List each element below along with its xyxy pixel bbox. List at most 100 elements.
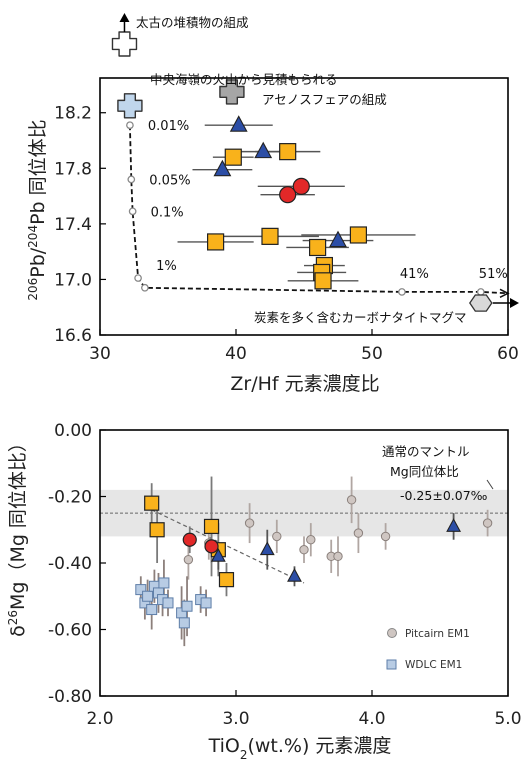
orange-squares-point	[309, 238, 327, 257]
mixing-percent-label: 0.1%	[151, 205, 184, 220]
orange-squares-point	[314, 272, 332, 290]
mixing-point	[476, 288, 485, 296]
mantle-value-label: -0.25±0.07‰	[400, 488, 488, 503]
top-y-tick-label: 17.0	[54, 270, 92, 290]
orange-square-point	[144, 495, 160, 511]
orange-square-point	[149, 522, 165, 538]
pitcairn-point	[183, 554, 194, 565]
archaic-arrow-head	[119, 13, 130, 22]
orange-squares-point	[261, 227, 279, 245]
mantle-pointer	[486, 479, 494, 490]
blue-triangle-point	[446, 518, 462, 532]
pitcairn-point	[299, 545, 309, 555]
blue-triangles-point	[229, 115, 248, 132]
blue-triangle-point	[259, 541, 275, 556]
bottom-plot-frame	[99, 429, 509, 697]
wdlc-point	[142, 590, 154, 602]
bottom-x-tick-label: 4.0	[358, 709, 385, 729]
mantle-label-line1: 通常のマントル	[382, 444, 470, 459]
bottom-x-tick-label: 3.0	[222, 709, 249, 729]
top-y-tick-label: 16.6	[54, 326, 92, 346]
top-error-bars	[177, 124, 416, 282]
wdlc-point	[158, 577, 170, 589]
mixing-point	[398, 288, 406, 296]
mixing-point	[127, 175, 136, 184]
top-x-tick-label: 50	[361, 344, 383, 364]
ridge-label-line2: アセノスフェアの組成	[262, 92, 387, 107]
bottom-x-axis-title: TiO2(wt.%) 元素濃度	[208, 735, 392, 760]
bottom-x-tick-label: 2.0	[86, 709, 113, 729]
orange-square-point	[203, 518, 220, 535]
mixing-percent-label: 0.01%	[148, 119, 189, 134]
top-x-axis-title: Zr/Hf 元素濃度比	[230, 373, 379, 395]
wdlc-point	[146, 604, 158, 616]
mixing-percent-label: 41%	[400, 267, 429, 282]
blue-triangles-point	[213, 159, 232, 177]
top-y-tick-label: 17.8	[54, 159, 92, 179]
bottom-y-tick-label: -0.40	[48, 554, 92, 574]
end-member-markers	[111, 13, 519, 312]
red-circle-point	[204, 539, 219, 554]
mixing-percent-label: 0.05%	[149, 173, 190, 188]
orange-squares-point	[207, 233, 225, 251]
bottom-y-tick-label: -0.20	[48, 488, 92, 508]
top-y-tick-label: 17.4	[54, 215, 92, 235]
orange-square-point	[218, 572, 235, 588]
blue-triangles-point	[329, 230, 347, 248]
trend-line	[151, 509, 305, 584]
orange-squares-point	[349, 226, 367, 244]
top-x-tick-label: 60	[497, 344, 519, 364]
legend: Pitcairn EM1 WDLC EM1	[386, 628, 470, 671]
archaic-sediment-marker	[111, 31, 138, 57]
mixing-percent-label: 51%	[479, 267, 508, 282]
bottom-chart: 2.0 3.0 4.0 5.0 0.00 -0.20 -0.40 -0.60 -0.80 通常の…	[6, 421, 522, 760]
mixing-point	[126, 121, 134, 130]
bottom-tick-labels: 2.0 3.0 4.0 5.0 0.00 -0.20 -0.40 -0.60 -0.80	[48, 421, 522, 729]
top-x-tick-label: 40	[225, 344, 247, 364]
orange-squares-point	[224, 148, 242, 166]
wdlc-point	[181, 600, 193, 612]
mixing-percent-label: 1%	[156, 259, 177, 274]
pitcairn-point	[346, 495, 357, 505]
ridge-label-line1: 中央海嶺の火山から見積もられる	[150, 72, 338, 87]
carbonatite-marker	[469, 294, 493, 312]
carbonatite-label: 炭素を多く含むカーボナタイトマグマ	[254, 310, 467, 325]
legend-wdlc-marker	[386, 659, 397, 670]
pitcairn-point	[482, 518, 493, 528]
orange-squares-point	[279, 143, 297, 161]
bottom-y-axis-title: δ26Mg（Mg 同位体比）	[6, 433, 29, 637]
pitcairn-point	[306, 535, 316, 545]
red-circles-point	[279, 186, 297, 204]
legend-pitcairn-label: Pitcairn EM1	[405, 628, 470, 640]
wdlc-point	[162, 597, 174, 609]
blue-triangle-point	[210, 548, 226, 562]
top-x-tick-label: 30	[89, 344, 111, 364]
archaic-sediment-label: 太古の堆積物の組成	[136, 15, 249, 30]
legend-wdlc-label: WDLC EM1	[405, 659, 462, 671]
mantle-label-line2: Mg同位体比	[390, 464, 459, 479]
top-markers	[207, 115, 367, 290]
bottom-y-tick-label: -0.60	[48, 621, 92, 641]
red-circles-point	[292, 177, 310, 195]
mixing-curve-line	[129, 125, 509, 295]
mid-ocean-ridge-marker	[117, 93, 143, 119]
pitcairn-point	[272, 531, 282, 542]
pitcairn-point	[380, 531, 391, 542]
archaic-sediment-gray-marker	[219, 79, 245, 105]
top-y-axis-title: 206Pb/204Pb 同位体比	[26, 119, 49, 300]
mixing-point	[134, 274, 142, 282]
mixing-point	[128, 207, 137, 216]
mixing-point	[141, 283, 149, 292]
blue-triangle-point	[287, 567, 302, 582]
pitcairn-point	[244, 518, 255, 528]
wdlc-point	[178, 617, 190, 629]
top-plot-frame	[99, 77, 509, 336]
legend-pitcairn-marker	[387, 628, 397, 638]
pitcairn-point	[353, 528, 364, 538]
mixing-curve: 0.01% 0.05% 0.1% 1% 41% 51%	[126, 119, 510, 298]
red-circle-point	[182, 532, 197, 547]
blue-triangles-point	[254, 141, 273, 159]
wdlc-point	[200, 597, 212, 609]
